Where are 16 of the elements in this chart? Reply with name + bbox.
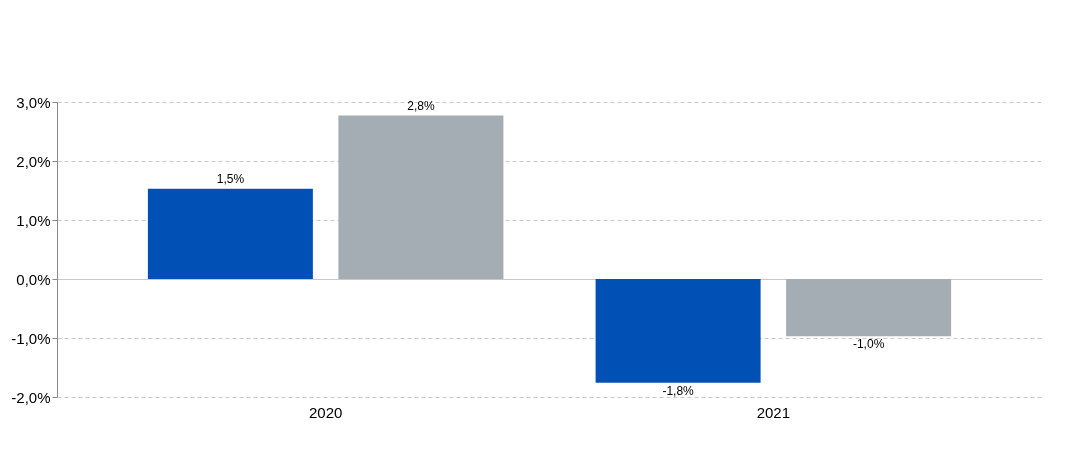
data-label: 1,5%	[216, 171, 245, 186]
bar	[338, 115, 504, 279]
bar	[786, 279, 952, 337]
x-tick-label: 2021	[756, 403, 791, 421]
bar	[147, 188, 313, 279]
bar	[595, 279, 761, 383]
y-tick-label: 0,0%	[16, 270, 51, 288]
y-tick-label: 2,0%	[16, 152, 51, 170]
y-tick-label: 1,0%	[16, 211, 51, 229]
data-label: -1,0%	[852, 337, 885, 352]
y-tick-label: 3,0%	[16, 93, 51, 111]
y-tick-label: -1,0%	[11, 329, 51, 347]
data-label: 2,8%	[407, 98, 435, 113]
x-tick-label: 2020	[308, 403, 343, 421]
y-tick-label: -2,0%	[11, 388, 51, 406]
data-label: -1,8%	[662, 383, 695, 398]
